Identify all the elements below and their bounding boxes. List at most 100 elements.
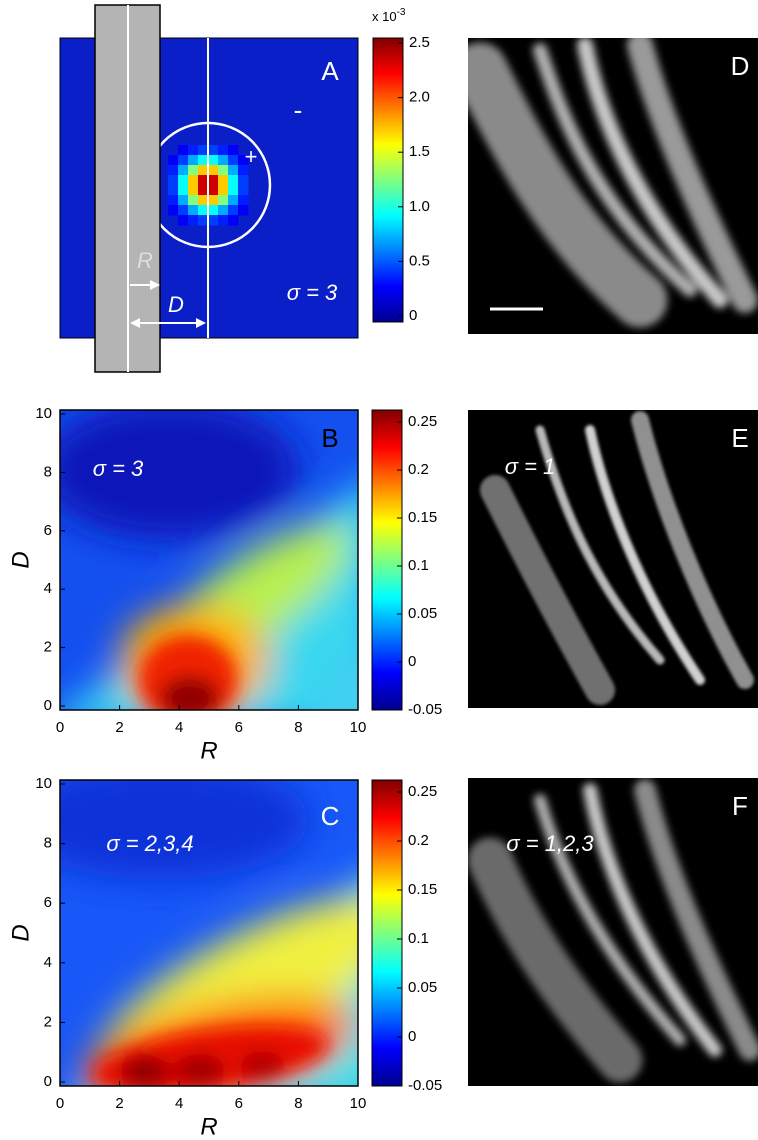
- kernel-pixel: [238, 155, 249, 166]
- kernel-pixel: [178, 155, 189, 166]
- kernel-pixel: [178, 185, 189, 196]
- colorbar-tick-label: 0.2: [408, 832, 429, 849]
- kernel-pixel: [228, 195, 239, 206]
- y-tick-label: 10: [35, 775, 52, 792]
- sigma-label: σ = 3: [93, 456, 144, 481]
- panel-label: D: [731, 51, 750, 81]
- axes-frame: [59, 409, 359, 711]
- x-axis-label: R: [200, 1113, 217, 1140]
- kernel-pixel: [168, 175, 179, 186]
- kernel-pixel: [178, 215, 189, 226]
- kernel-pixel: [168, 185, 179, 196]
- kernel-pixel: [238, 185, 249, 196]
- colorbar: [372, 37, 404, 323]
- colorbar-tick-label: 0: [409, 307, 417, 324]
- kernel-pixel: [228, 215, 239, 226]
- y-tick-label: 6: [44, 522, 52, 539]
- kernel-pixel: [208, 155, 219, 166]
- kernel-pixel: [228, 205, 239, 216]
- kernel-pixel: [168, 195, 179, 206]
- colorbar-tick-label: -0.05: [408, 701, 442, 718]
- heatmap-c: [60, 780, 358, 1086]
- kernel-pixel: [188, 145, 199, 156]
- colorbar-tick-label: 1.0: [409, 198, 430, 215]
- kernel-pixel: [198, 215, 209, 226]
- x-tick-label: 8: [294, 719, 302, 736]
- kernel-pixel: [168, 165, 179, 176]
- x-tick-label: 4: [175, 1095, 183, 1112]
- colorbar-exponent: x 10-3: [372, 7, 406, 25]
- kernel-pixel: [178, 175, 189, 186]
- kernel-pixel: [188, 205, 199, 216]
- x-tick-label: 0: [56, 719, 64, 736]
- x-tick-label: 10: [350, 719, 367, 736]
- kernel-pixel: [228, 145, 239, 156]
- sigma-label: σ = 1: [505, 454, 556, 479]
- kernel-pixel: [218, 155, 229, 166]
- x-tick-label: 10: [350, 1095, 367, 1112]
- kernel-pixel: [208, 175, 219, 186]
- gaussian-kernel: [168, 145, 249, 226]
- kernel-pixel: [238, 195, 249, 206]
- image-e: [468, 410, 758, 708]
- x-tick-label: 2: [115, 719, 123, 736]
- colorbar-tick-label: 0.2: [408, 461, 429, 478]
- panel-label: C: [321, 801, 340, 831]
- kernel-pixel: [208, 195, 219, 206]
- kernel-pixel: [218, 145, 229, 156]
- kernel-pixel: [238, 165, 249, 176]
- colorbar-tick-label: 0.15: [408, 509, 437, 526]
- sigma-label: σ = 3: [287, 280, 338, 305]
- kernel-pixel: [198, 145, 209, 156]
- colorbar-tick-label: 1.5: [409, 143, 430, 160]
- panel-a: A - + R D σ = 3 x 10-3: [59, 4, 406, 373]
- kernel-pixel: [188, 165, 199, 176]
- x-tick-label: 2: [115, 1095, 123, 1112]
- exponent-base: x 10: [372, 9, 397, 24]
- colorbar-tick-label: -0.05: [408, 1077, 442, 1094]
- x-tick-label: 6: [235, 1095, 243, 1112]
- x-tick-label: 6: [235, 719, 243, 736]
- kernel-pixel: [218, 195, 229, 206]
- r-label: R: [137, 248, 153, 273]
- kernel-pixel: [228, 165, 239, 176]
- kernel-pixel: [188, 195, 199, 206]
- y-tick-label: 2: [44, 1013, 52, 1030]
- colorbar: [371, 409, 403, 711]
- image-d: [468, 38, 758, 334]
- colorbar-tick-label: 0.25: [408, 413, 437, 430]
- y-tick-label: 4: [44, 954, 52, 971]
- y-tick-label: 4: [44, 580, 52, 597]
- kernel-pixel: [198, 165, 209, 176]
- sigma-label: σ = 2,3,4: [106, 831, 193, 856]
- y-tick-label: 6: [44, 894, 52, 911]
- colorbar-tick-label: 0: [408, 1028, 416, 1045]
- y-tick-label: 8: [44, 463, 52, 480]
- r-arrowhead: [150, 280, 160, 290]
- kernel-pixel: [208, 205, 219, 216]
- colorbar-tick-label: 2.0: [409, 89, 430, 106]
- colorbar-tick-label: 0.1: [408, 930, 429, 947]
- kernel-pixel: [188, 185, 199, 196]
- kernel-pixel: [178, 195, 189, 206]
- y-tick-label: 0: [44, 697, 52, 714]
- kernel-pixel: [228, 155, 239, 166]
- kernel-pixel: [218, 165, 229, 176]
- colorbar-tick-label: 0.25: [408, 783, 437, 800]
- kernel-pixel: [208, 215, 219, 226]
- kernel-pixel: [198, 155, 209, 166]
- image-f: [468, 778, 758, 1086]
- panel-label: F: [732, 791, 748, 821]
- kernel-pixel: [238, 175, 249, 186]
- colorbar-tick-label: 0.05: [408, 605, 437, 622]
- y-tick-label: 2: [44, 639, 52, 656]
- kernel-pixel: [198, 175, 209, 186]
- colorbar: [371, 779, 403, 1087]
- x-tick-label: 8: [294, 1095, 302, 1112]
- y-tick-label: 0: [44, 1073, 52, 1090]
- kernel-pixel: [198, 195, 209, 206]
- d-label: D: [168, 292, 184, 317]
- x-tick-label: 0: [56, 1095, 64, 1112]
- colorbar-tick-label: 0.05: [408, 979, 437, 996]
